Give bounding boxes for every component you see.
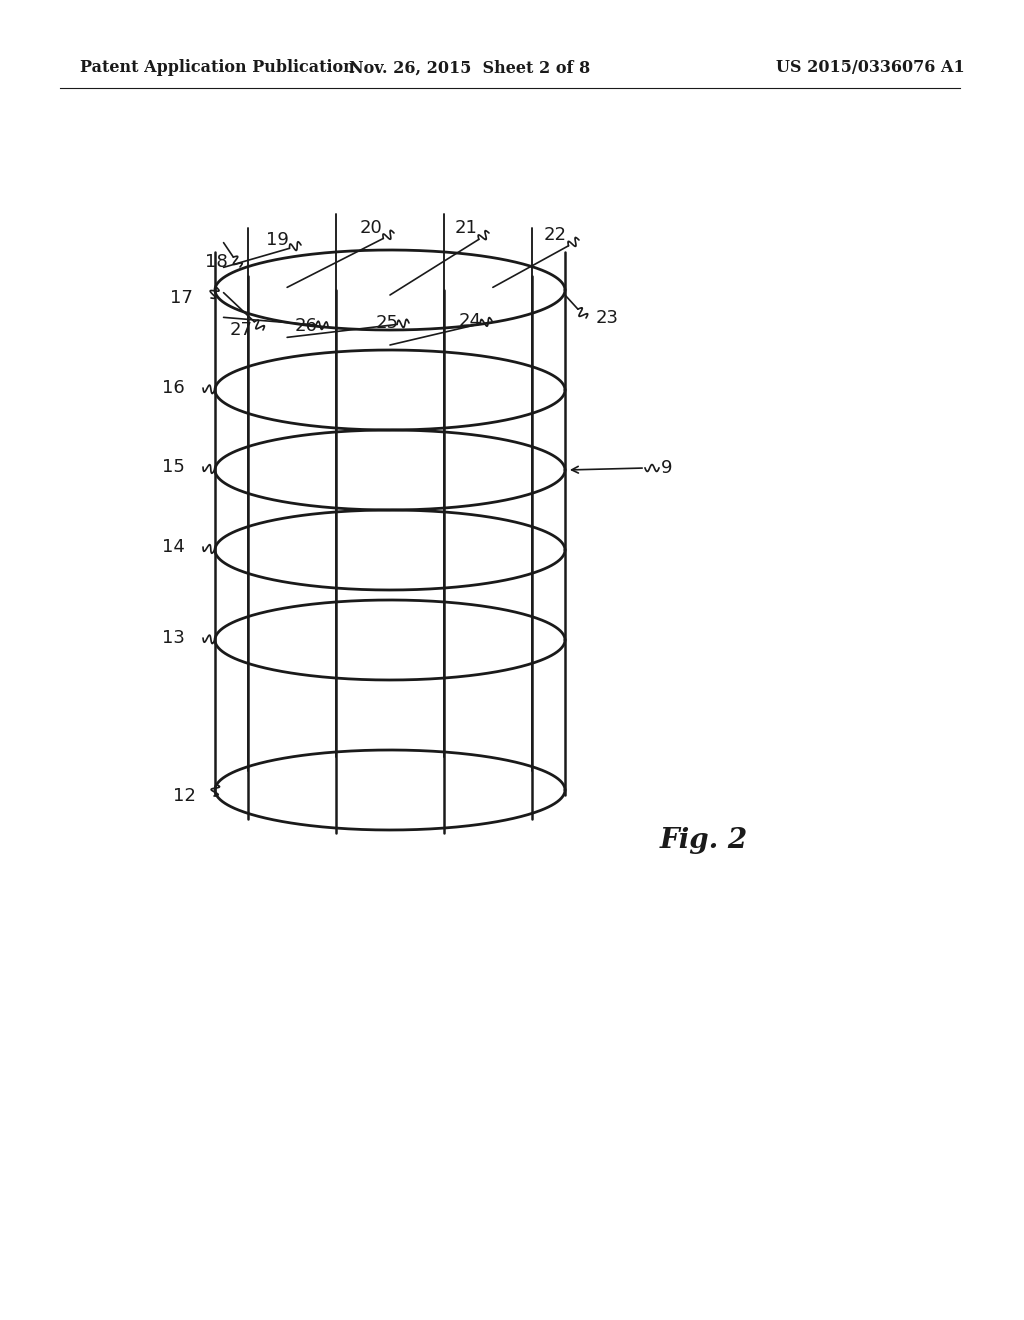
Text: 23: 23 xyxy=(596,309,618,327)
Text: 9: 9 xyxy=(662,459,673,477)
Text: Fig. 2: Fig. 2 xyxy=(660,826,749,854)
Text: 19: 19 xyxy=(266,231,289,249)
Text: 12: 12 xyxy=(173,787,196,805)
Text: 13: 13 xyxy=(162,630,185,647)
Text: 17: 17 xyxy=(170,289,193,308)
Text: 26: 26 xyxy=(295,317,318,335)
Text: 25: 25 xyxy=(376,314,399,333)
Text: 18: 18 xyxy=(205,253,228,271)
Text: Patent Application Publication: Patent Application Publication xyxy=(80,59,354,77)
Text: 22: 22 xyxy=(544,226,567,244)
Text: Nov. 26, 2015  Sheet 2 of 8: Nov. 26, 2015 Sheet 2 of 8 xyxy=(349,59,591,77)
Text: 24: 24 xyxy=(459,312,482,330)
Text: 20: 20 xyxy=(359,219,382,238)
Text: US 2015/0336076 A1: US 2015/0336076 A1 xyxy=(775,59,965,77)
Text: 27: 27 xyxy=(230,321,253,339)
Text: 14: 14 xyxy=(162,539,185,556)
Text: 21: 21 xyxy=(454,219,477,238)
Text: 15: 15 xyxy=(162,458,185,477)
Text: 16: 16 xyxy=(162,379,185,397)
